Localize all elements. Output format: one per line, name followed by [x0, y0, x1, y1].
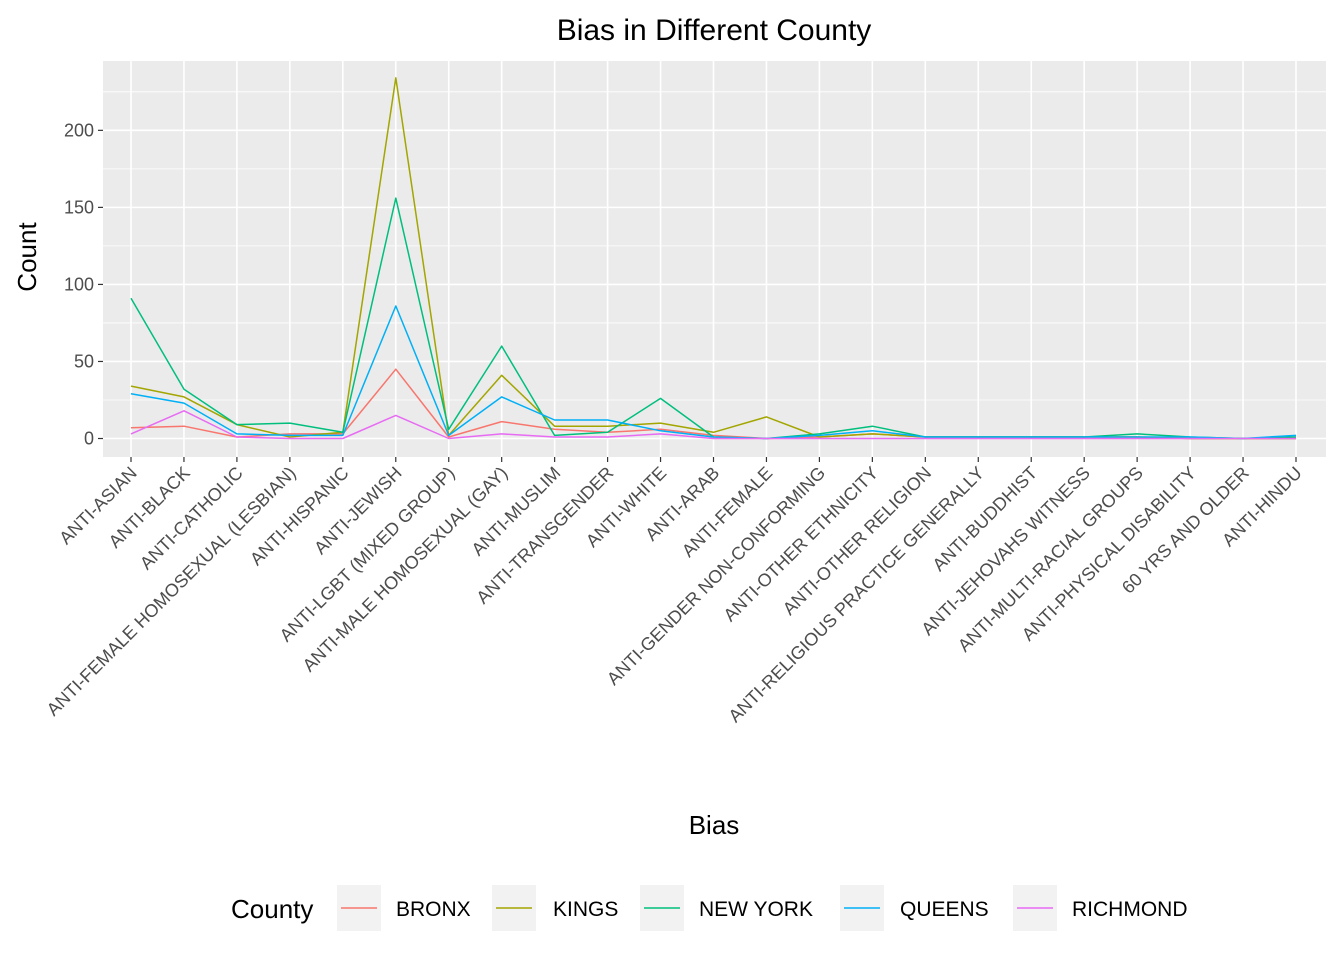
x-axis: ANTI-ASIANANTI-BLACKANTI-CATHOLICANTI-FE…: [43, 457, 1306, 726]
y-axis: 0 50 100 150 200: [64, 120, 103, 449]
series-line-queens: [130, 305, 1297, 440]
x-tick-label: ANTI-FEMALE HOMOSEXUAL (LESBIAN): [43, 463, 300, 720]
x-tick-label: ANTI-HISPANIC: [246, 463, 353, 570]
chart-title: Bias in Different County: [557, 14, 872, 47]
x-axis-title: Bias: [689, 810, 740, 840]
x-tick-label: ANTI-FEMALE: [678, 463, 776, 561]
legend: County BRONX KINGS NEW YORK QUEENS RICHMOND: [231, 885, 1188, 931]
series-lines: [130, 77, 1297, 440]
legend-label-kings: KINGS: [553, 898, 618, 921]
legend-label-richmond: RICHMOND: [1072, 898, 1188, 921]
minor-gridlines: [103, 91, 1326, 401]
legend-label-new-york: NEW YORK: [699, 898, 813, 921]
y-tick-label: 0: [84, 429, 94, 449]
y-tick-label: 200: [64, 120, 94, 140]
y-tick-label: 150: [64, 197, 94, 217]
y-tick-label: 100: [64, 274, 94, 294]
series-line-richmond: [130, 410, 1296, 440]
legend-label-queens: QUEENS: [900, 898, 989, 921]
y-axis-title: Count: [12, 222, 42, 292]
legend-label-bronx: BRONX: [396, 898, 471, 921]
legend-title: County: [231, 894, 313, 924]
plot-background: [103, 61, 1326, 457]
y-tick-label: 50: [74, 351, 94, 371]
